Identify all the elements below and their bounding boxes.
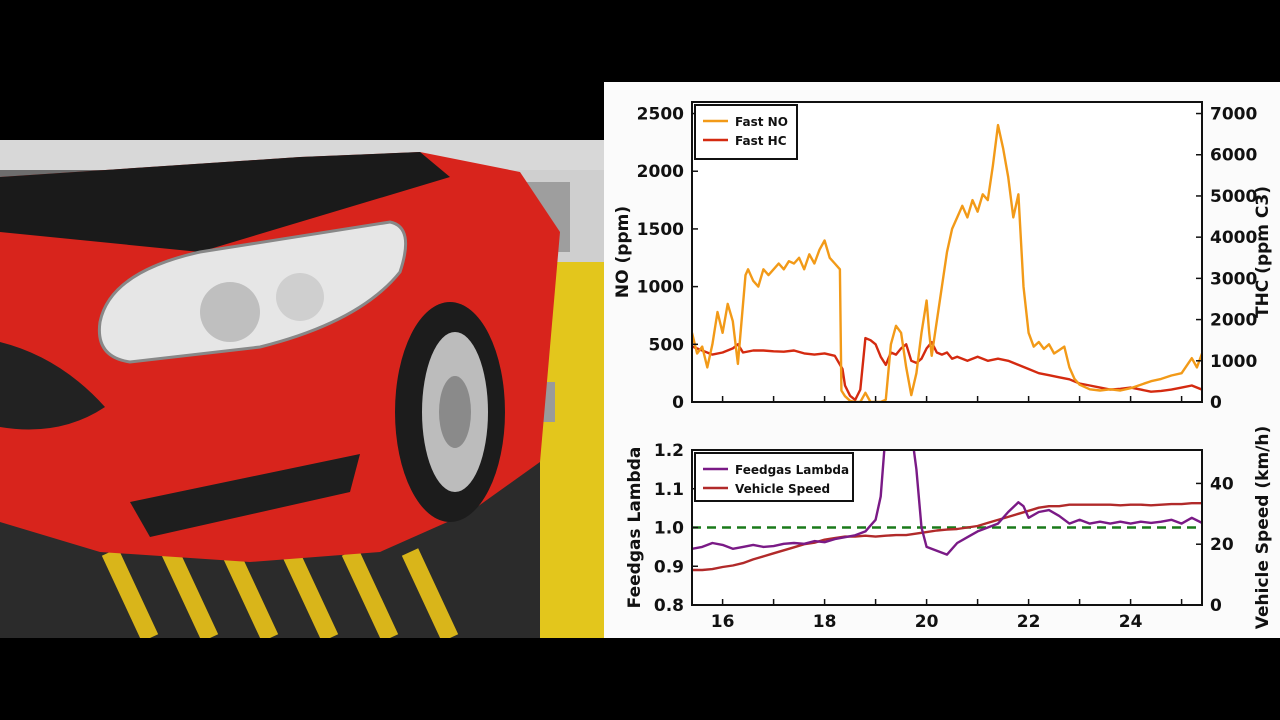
top-left-tick-label: 2500 — [637, 105, 684, 125]
bottom-legend-label-feedgas-lambda: Feedgas Lambda — [735, 463, 849, 477]
bottom-left-tick-label: 0.8 — [654, 596, 684, 616]
bottom-right-tick-label: 20 — [1210, 535, 1234, 555]
top-left-tick-label: 500 — [649, 335, 685, 355]
bottom-legend-label-vehicle-speed: Vehicle Speed — [735, 482, 830, 496]
top-right-tick-label: 7000 — [1210, 105, 1257, 125]
top-right-tick-label: 2000 — [1210, 311, 1257, 331]
bottom-letterbox — [0, 638, 1280, 720]
top-series-fast-no — [692, 123, 1202, 402]
bottom-left-tick-label: 1.1 — [654, 480, 684, 500]
bottom-right-tick-label: 40 — [1210, 474, 1234, 494]
bottom-x-tick-label: 20 — [915, 612, 939, 632]
top-legend-label-fast-no: Fast NO — [735, 115, 788, 129]
bottom-left-tick-label: 1.2 — [654, 441, 684, 461]
bottom-x-tick-label: 24 — [1119, 612, 1143, 632]
bottom-left-tick-label: 1.0 — [654, 519, 684, 539]
emissions-chart: 0 500 1000 1500 2000 2500 0 1000 2000 3000 4000 500… — [613, 101, 1273, 632]
top-letterbox — [0, 0, 1280, 82]
top-right-axis-label: THC (ppm C3) — [1253, 186, 1273, 318]
bottom-x-tick-label: 16 — [711, 612, 735, 632]
car-on-dynamometer-photo — [0, 82, 604, 642]
top-left-tick-label: 1500 — [637, 220, 684, 240]
top-right-tick-label: 0 — [1210, 393, 1222, 413]
top-left-tick-label: 0 — [672, 393, 684, 413]
bottom-right-tick-label: 0 — [1210, 596, 1222, 616]
top-left-axis-label: NO (ppm) — [613, 206, 633, 298]
top-right-tick-label: 6000 — [1210, 146, 1257, 166]
bottom-right-axis-label: Vehicle Speed (km/h) — [1253, 426, 1273, 629]
top-left-tick-label: 1000 — [637, 278, 684, 298]
bottom-left-tick-label: 0.9 — [654, 557, 684, 577]
bottom-series-feedgas-lambda — [692, 450, 1202, 556]
top-legend-box — [694, 104, 798, 160]
bottom-series-vehicle-speed — [692, 502, 1202, 572]
car-photo-illustration — [0, 82, 604, 642]
top-legend-label-fast-hc: Fast HC — [735, 134, 787, 148]
bottom-left-axis-label: Feedgas Lambda — [625, 447, 645, 609]
bottom-x-tick-label: 18 — [813, 612, 837, 632]
top-right-tick-label: 1000 — [1210, 352, 1257, 372]
top-right-tick-label: 4000 — [1210, 228, 1257, 248]
top-right-tick-label: 5000 — [1210, 187, 1257, 207]
top-right-tick-label: 3000 — [1210, 269, 1257, 289]
top-plot-frame — [691, 101, 1203, 403]
top-left-tick-label: 2000 — [637, 162, 684, 182]
bottom-legend-box — [694, 452, 854, 502]
bottom-x-tick-label: 22 — [1017, 612, 1041, 632]
emissions-chart-panel: 0 500 1000 1500 2000 2500 0 1000 2000 3000 4000 500… — [604, 82, 1280, 638]
